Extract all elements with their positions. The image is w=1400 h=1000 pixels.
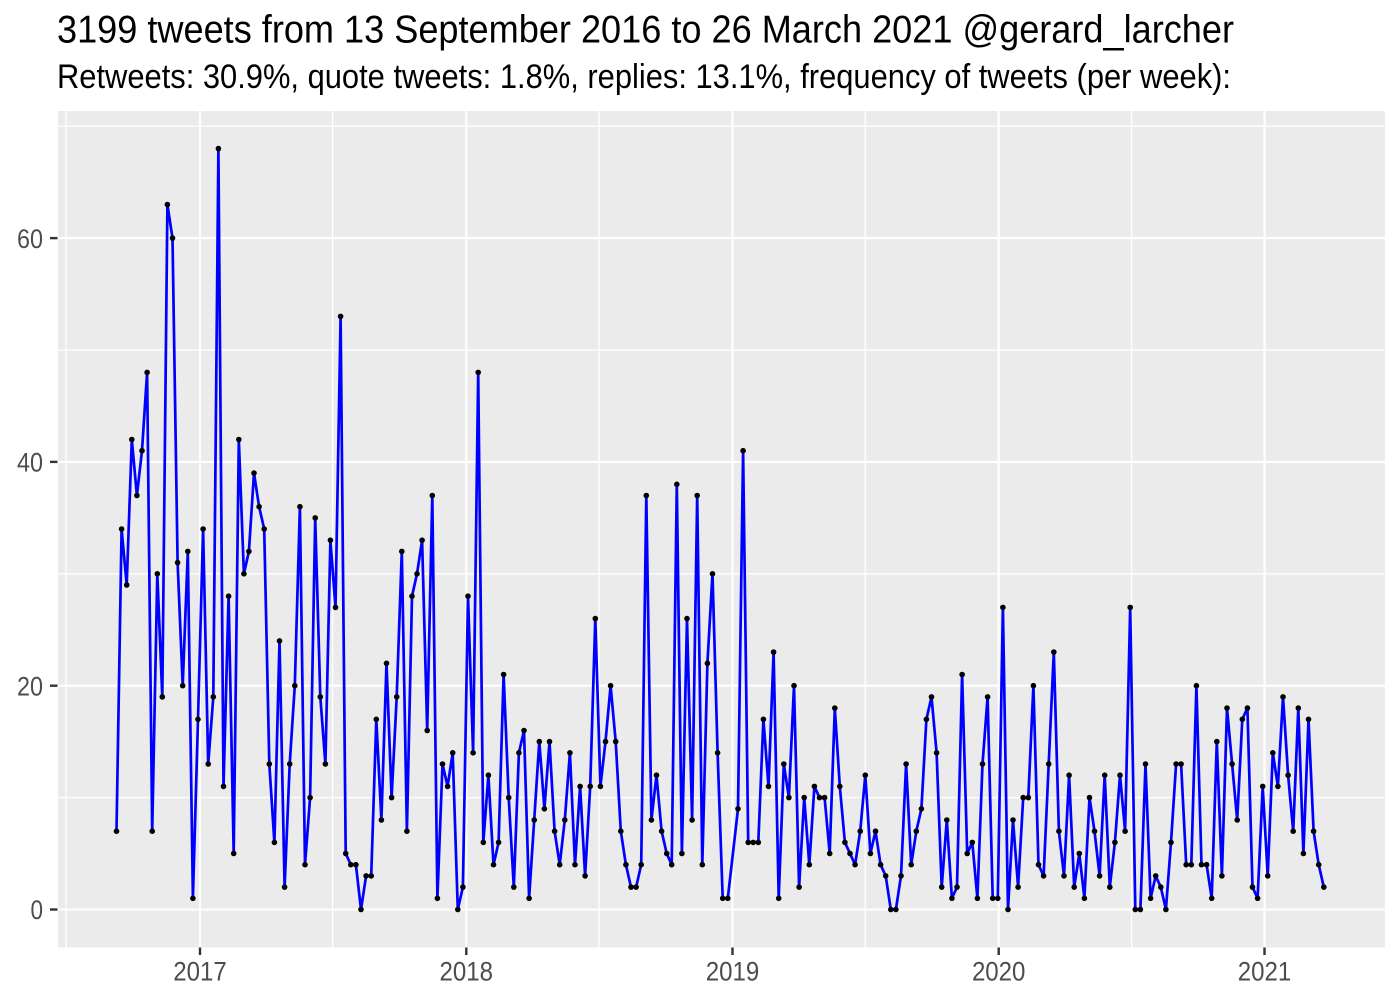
svg-text:2018: 2018: [440, 957, 494, 987]
svg-text:20: 20: [17, 671, 43, 701]
svg-text:2021: 2021: [1238, 957, 1292, 987]
svg-text:Retweets: 30.9%, quote tweets:: Retweets: 30.9%, quote tweets: 1.8%, rep…: [57, 58, 1231, 96]
svg-text:3199 tweets from 13 September: 3199 tweets from 13 September 2016 to 26…: [57, 9, 1234, 52]
svg-text:60: 60: [17, 224, 43, 254]
svg-text:40: 40: [17, 448, 43, 478]
svg-text:2017: 2017: [173, 957, 227, 987]
svg-text:2019: 2019: [706, 957, 760, 987]
svg-text:2020: 2020: [972, 957, 1026, 987]
svg-text:0: 0: [31, 895, 44, 925]
